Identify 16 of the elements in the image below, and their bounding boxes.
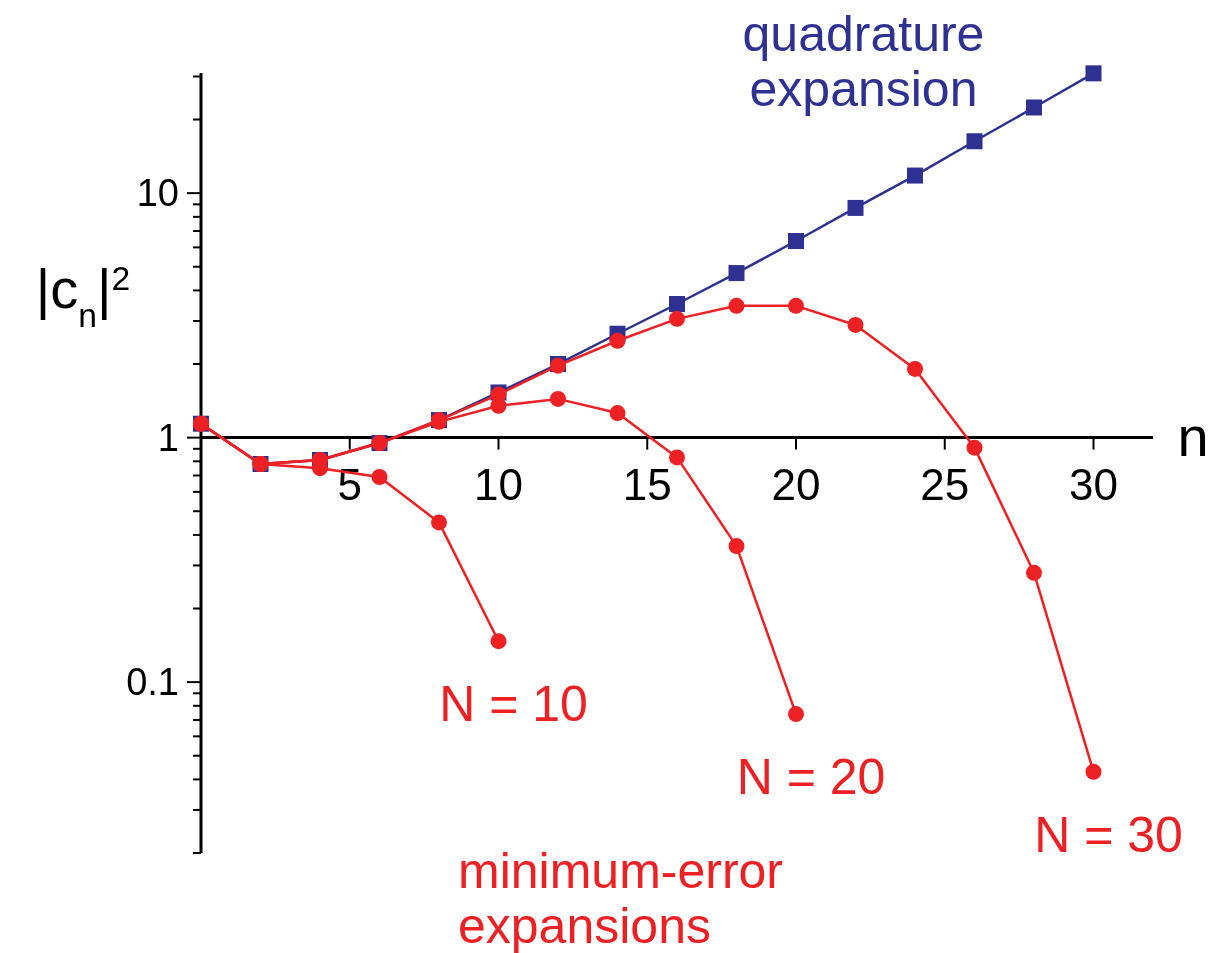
y-axis-title: |c$_{n}$|$^{2}$ <box>35 257 131 334</box>
series-label: N = 30 <box>1034 806 1183 863</box>
x-axis-title: n <box>1177 404 1209 468</box>
y-tick-label: 1 <box>157 416 179 459</box>
series-label: N = 20 <box>736 749 886 806</box>
x-tick-label: 30 <box>1069 459 1118 509</box>
x-tick-label: 25 <box>920 459 970 509</box>
annotation: minimum-error expansions <box>458 843 783 953</box>
series-label: quadrature expansion <box>742 6 985 118</box>
y-tick-label: 10 <box>136 172 179 215</box>
x-tick-label: 10 <box>474 459 523 509</box>
x-tick-label: 20 <box>771 459 821 509</box>
series-label: N = 10 <box>439 676 588 733</box>
y-tick-label: 0.1 <box>126 661 179 704</box>
x-tick-label: 15 <box>622 459 672 509</box>
x-tick-label: 5 <box>337 459 362 509</box>
